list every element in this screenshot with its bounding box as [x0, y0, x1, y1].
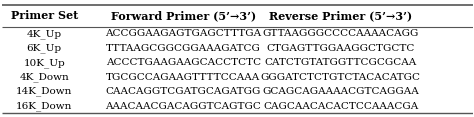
Text: 4K_Down: 4K_Down	[19, 72, 69, 82]
Text: ACCCTGAAGAAGCACCTCTC: ACCCTGAAGAAGCACCTCTC	[106, 58, 261, 67]
Text: GTTAAGGGCCCCAAAACAGG: GTTAAGGGCCCCAAAACAGG	[263, 29, 419, 38]
Text: 10K_Up: 10K_Up	[23, 58, 65, 68]
Text: Primer Set: Primer Set	[11, 10, 78, 21]
Text: CAGCAACACACTCCAAACGA: CAGCAACACACTCCAAACGA	[263, 102, 419, 111]
Text: CAACAGGTCGATGCAGATGG: CAACAGGTCGATGCAGATGG	[106, 87, 261, 96]
Text: 6K_Up: 6K_Up	[27, 43, 62, 53]
Text: TTTAAGCGGCGGAAAGATCG: TTTAAGCGGCGGAAAGATCG	[106, 44, 261, 53]
Text: Reverse Primer (5’→3’): Reverse Primer (5’→3’)	[269, 10, 412, 21]
Text: Forward Primer (5’→3’): Forward Primer (5’→3’)	[110, 10, 255, 21]
Text: TGCGCCAGAAGTTTTCCAAA: TGCGCCAGAAGTTTTCCAAA	[106, 73, 260, 82]
Text: GGGATCTCTGTCTACACATGC: GGGATCTCTGTCTACACATGC	[261, 73, 421, 82]
Text: CTGAGTTGGAAGGCTGCTC: CTGAGTTGGAAGGCTGCTC	[267, 44, 415, 53]
Text: AAACAACGACAGGTCAGTGC: AAACAACGACAGGTCAGTGC	[105, 102, 261, 111]
Text: CATCTGTATGGTTCGCGCAA: CATCTGTATGGTTCGCGCAA	[264, 58, 417, 67]
Text: ACCGGAAGAGTGAGCTTTGA: ACCGGAAGAGTGAGCTTTGA	[105, 29, 261, 38]
Text: GCAGCAGAAAACGTCAGGAA: GCAGCAGAAAACGTCAGGAA	[263, 87, 419, 96]
Text: 16K_Down: 16K_Down	[16, 101, 73, 111]
Text: 4K_Up: 4K_Up	[27, 29, 62, 39]
Text: 14K_Down: 14K_Down	[16, 87, 73, 97]
